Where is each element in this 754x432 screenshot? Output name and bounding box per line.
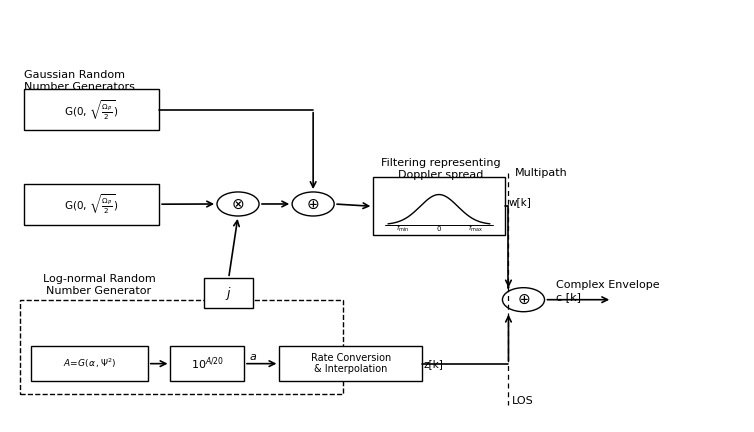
Text: G(0, $\sqrt{\frac{\Omega_P}{2}}$): G(0, $\sqrt{\frac{\Omega_P}{2}}$) — [64, 98, 118, 121]
Text: $0$: $0$ — [436, 224, 442, 233]
FancyBboxPatch shape — [279, 346, 422, 381]
Text: $j$: $j$ — [225, 285, 232, 302]
Text: w[k]: w[k] — [508, 197, 532, 207]
Text: z[k]: z[k] — [424, 359, 443, 368]
Text: Log-normal Random
Number Generator: Log-normal Random Number Generator — [43, 274, 155, 295]
Text: a: a — [250, 352, 257, 362]
FancyBboxPatch shape — [24, 89, 159, 130]
FancyBboxPatch shape — [24, 184, 159, 225]
Text: $\oplus$: $\oplus$ — [306, 197, 320, 212]
FancyBboxPatch shape — [204, 278, 253, 308]
Text: $10^{A/20}$: $10^{A/20}$ — [191, 356, 224, 372]
Text: G(0, $\sqrt{\frac{\Omega_P}{2}}$): G(0, $\sqrt{\frac{\Omega_P}{2}}$) — [64, 192, 118, 216]
Text: Rate Conversion
& Interpolation: Rate Conversion & Interpolation — [311, 353, 391, 375]
Text: Multipath: Multipath — [514, 168, 567, 178]
FancyBboxPatch shape — [170, 346, 244, 381]
Text: $\oplus$: $\oplus$ — [516, 292, 530, 307]
FancyBboxPatch shape — [373, 178, 504, 235]
Text: $f_{\rm min}$: $f_{\rm min}$ — [397, 224, 409, 234]
Text: Gaussian Random
Number Generators: Gaussian Random Number Generators — [24, 70, 135, 92]
FancyBboxPatch shape — [32, 346, 148, 381]
Text: $f_{\rm max}$: $f_{\rm max}$ — [467, 224, 483, 234]
Text: Filtering representing
Doppler spread: Filtering representing Doppler spread — [381, 158, 501, 180]
Text: $\otimes$: $\otimes$ — [231, 197, 245, 212]
Text: $A\!=\!G(\alpha\,,\Psi^2)$: $A\!=\!G(\alpha\,,\Psi^2)$ — [63, 357, 116, 370]
Text: LOS: LOS — [512, 396, 534, 406]
Text: Complex Envelope
c [k]: Complex Envelope c [k] — [556, 280, 660, 302]
